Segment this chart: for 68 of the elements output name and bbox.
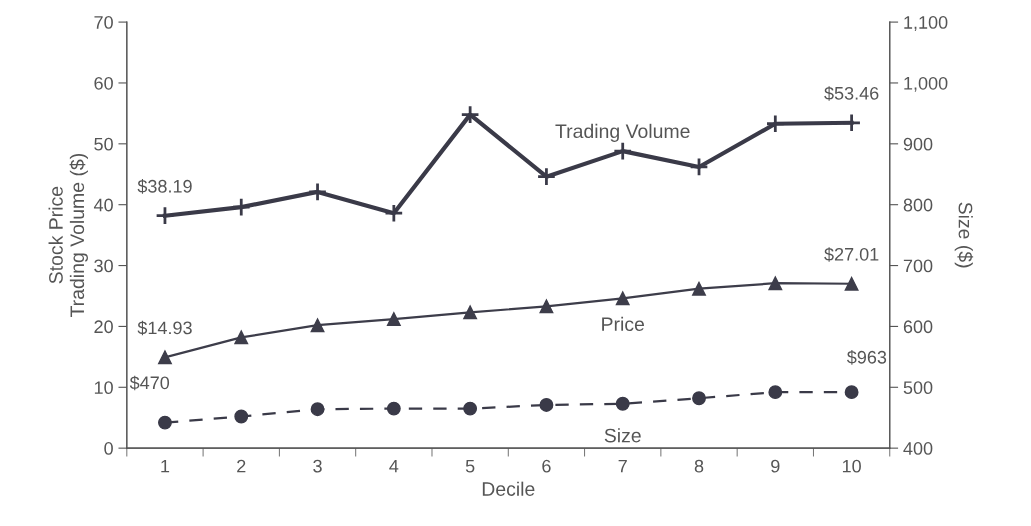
point — [386, 401, 401, 416]
point — [765, 114, 786, 134]
y2-tick-label: 900 — [903, 137, 933, 151]
x-tick-label: 9 — [771, 459, 780, 473]
point — [841, 113, 862, 133]
y2-tick-label: 1,000 — [904, 76, 948, 92]
y-tick-label: 30 — [94, 259, 113, 273]
point — [689, 157, 709, 177]
y2-tick-label: 400 — [903, 442, 933, 455]
point — [692, 391, 706, 406]
x-axis-title: Decile — [482, 481, 535, 496]
point — [844, 385, 859, 400]
data-label: $27.01 — [824, 247, 879, 262]
x-tick-label: 5 — [465, 459, 475, 473]
y2-tick-label: 1,100 — [904, 16, 948, 31]
series-label: Price — [602, 316, 645, 332]
point — [463, 401, 478, 416]
y-tick-label: 40 — [93, 198, 113, 212]
x-tick-label: 10 — [842, 459, 861, 473]
point — [234, 330, 249, 345]
point — [615, 291, 630, 306]
point — [844, 276, 859, 291]
point — [539, 299, 554, 314]
point — [536, 166, 557, 187]
x-tick-label: 2 — [237, 459, 246, 473]
point — [307, 182, 328, 202]
point — [768, 385, 783, 400]
x-tick-label: 3 — [313, 459, 322, 473]
annotation: $963 — [846, 350, 887, 365]
y-tick-label: 60 — [94, 76, 113, 90]
x-tick-label: 8 — [694, 459, 704, 473]
x-tick-label: 4 — [389, 459, 399, 473]
x-tick-label: 6 — [542, 459, 551, 473]
point — [615, 396, 630, 411]
y2-axis-title: Size ($) — [954, 202, 974, 268]
point — [234, 409, 249, 424]
data-label: $38.19 — [137, 179, 192, 194]
annotation: $470 — [129, 375, 170, 391]
y-axis-title: Stock Price Trading Volume ($) — [48, 154, 88, 317]
point — [768, 276, 783, 291]
series-label: Size — [604, 428, 641, 443]
y-tick-label: 10 — [94, 381, 113, 395]
point — [384, 203, 404, 223]
y2-tick-label: 500 — [903, 381, 933, 395]
point — [310, 402, 325, 417]
x-tick-label: 1 — [161, 459, 170, 473]
y2-tick-label: 700 — [903, 259, 933, 273]
series-label: Trading Volume — [555, 123, 690, 142]
point — [613, 141, 633, 161]
point — [539, 397, 554, 412]
point — [155, 205, 175, 226]
y-tick-label: 0 — [104, 442, 113, 455]
point — [463, 305, 478, 320]
data-label: $53.46 — [824, 86, 879, 101]
point — [386, 312, 401, 327]
point — [158, 350, 172, 365]
y-tick-label: 50 — [94, 137, 113, 151]
point — [231, 197, 251, 217]
point — [158, 415, 172, 430]
y2-tick-label: 800 — [903, 198, 933, 212]
data-label: $14.93 — [137, 320, 192, 336]
point — [310, 318, 325, 333]
y-tick-label: 20 — [94, 320, 113, 334]
y2-tick-label: 600 — [903, 320, 933, 334]
y-tick-label: 70 — [94, 16, 113, 29]
point — [460, 104, 480, 125]
point — [692, 281, 706, 296]
x-tick-label: 7 — [618, 459, 627, 473]
